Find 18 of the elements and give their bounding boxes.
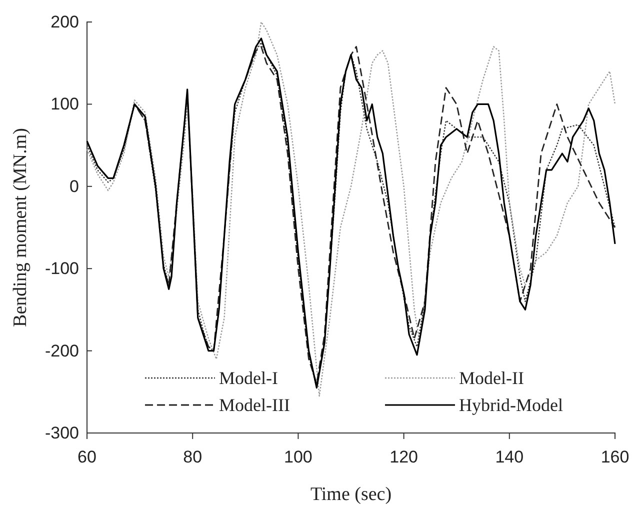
legend-label: Model-III — [219, 395, 290, 415]
y-axis-title: Bending moment (MN.m) — [10, 128, 31, 327]
y-tick-label: -200 — [44, 341, 79, 360]
y-tick-label: 200 — [50, 12, 79, 32]
x-tick-label: 120 — [390, 447, 418, 466]
legend-label: Model-I — [219, 368, 278, 388]
legend-label: Model-II — [459, 368, 524, 388]
y-tick-label: 100 — [50, 94, 79, 114]
x-tick-label: 140 — [495, 447, 524, 466]
x-tick-label: 80 — [183, 447, 202, 466]
x-tick-label: 60 — [78, 447, 96, 466]
legend-label: Hybrid-Model — [459, 395, 563, 415]
y-tick-label: 0 — [70, 176, 79, 196]
x-tick-label: 100 — [284, 447, 312, 466]
y-tick-label: -100 — [44, 259, 79, 278]
x-axis-title: Time (sec) — [310, 484, 392, 505]
x-tick-label: 160 — [600, 447, 630, 466]
y-tick-label: -300 — [44, 423, 79, 442]
